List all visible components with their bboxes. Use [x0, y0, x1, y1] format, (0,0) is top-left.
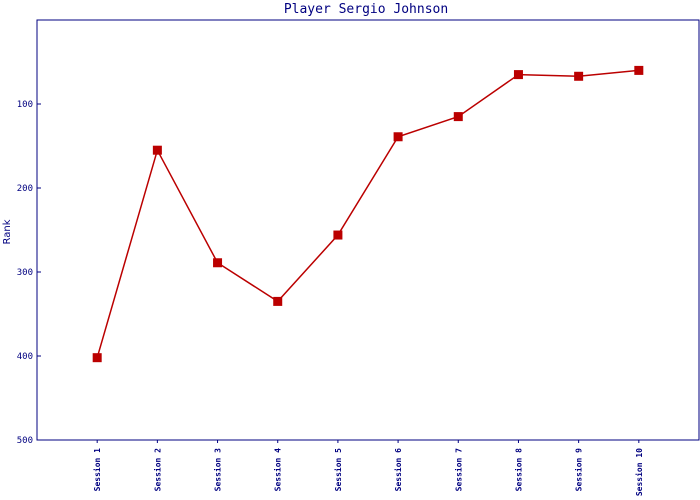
y-tick-label: 500 — [17, 436, 33, 446]
x-tick-label: Session 5 — [333, 448, 343, 492]
point-marker — [92, 353, 102, 363]
x-tick-label: Session 4 — [273, 448, 283, 492]
point-marker — [513, 70, 523, 80]
point-marker — [213, 258, 223, 268]
y-axis-label: Rank — [2, 219, 13, 244]
point-marker — [634, 65, 644, 75]
y-tick-label: 200 — [17, 184, 33, 194]
point-marker — [333, 230, 343, 240]
x-tick-label: Session 7 — [453, 448, 463, 492]
x-tick-label: Session 10 — [634, 448, 644, 496]
x-tick-label: Session 1 — [92, 448, 102, 492]
point-marker — [273, 296, 283, 306]
series-line — [96, 69, 639, 358]
plot-frame — [36, 19, 700, 441]
point-marker — [453, 112, 463, 122]
x-tick-label: Session 8 — [513, 448, 523, 492]
point-marker — [393, 132, 403, 142]
point-marker — [574, 71, 584, 81]
point-marker — [152, 145, 162, 155]
y-tick-label: 100 — [17, 100, 33, 110]
y-tick-label: 300 — [17, 268, 33, 278]
x-tick-label: Session 2 — [152, 448, 162, 492]
x-tick-label: Session 6 — [393, 448, 403, 492]
x-tick-label: Session 3 — [213, 448, 223, 492]
chart-title: Player Sergio Johnson — [284, 2, 448, 17]
y-tick-label: 400 — [17, 352, 33, 362]
x-tick-label: Session 9 — [574, 448, 584, 492]
